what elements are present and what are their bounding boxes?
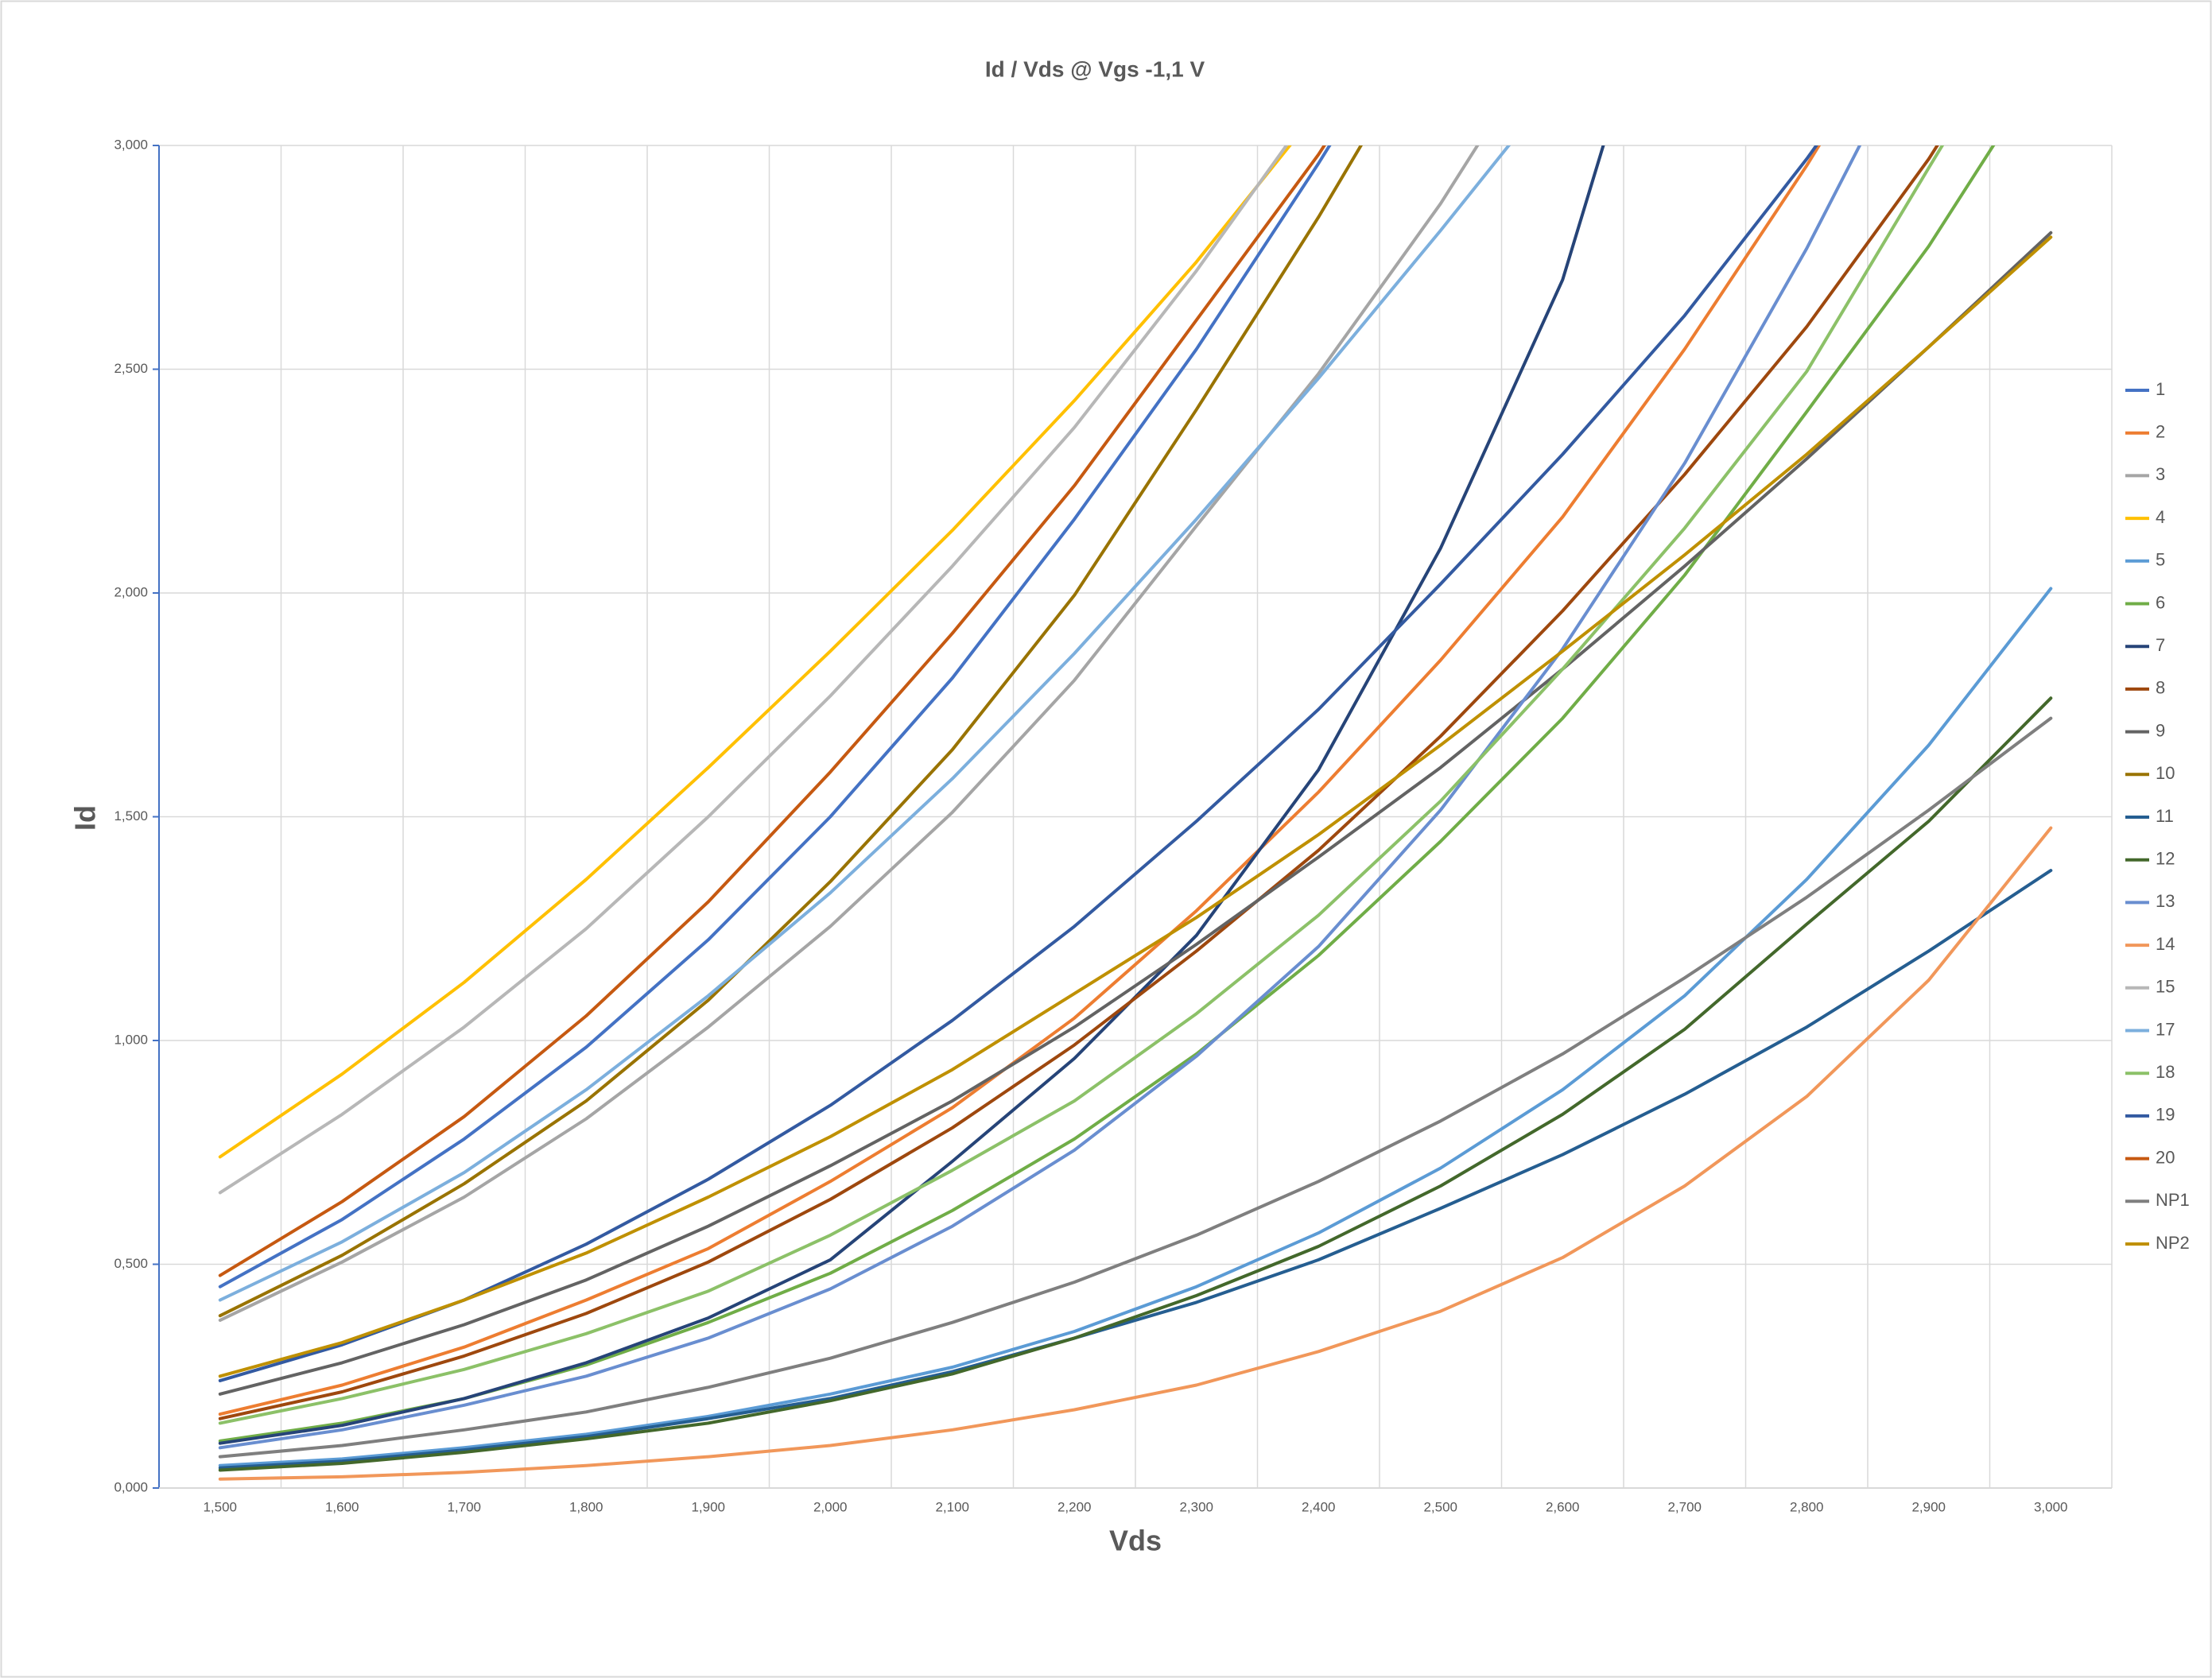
legend-label: 11 [2156, 806, 2174, 826]
series-line [218, 145, 1818, 1382]
legend-label: 8 [2156, 678, 2165, 698]
legend-label: 20 [2156, 1147, 2175, 1167]
series-line [218, 869, 2053, 1470]
grid: 0,000 0,500 1,000 1,500 2,000 2,500 3,000 1,500… [114, 137, 2113, 1514]
x-tick-label: 2,700 [1667, 1499, 1702, 1514]
x-tick-label: 2,400 [1302, 1499, 1336, 1514]
x-tick-label: 2,500 [1423, 1499, 1457, 1514]
series-line [218, 145, 1292, 1159]
y-axis-title: Id [69, 805, 102, 831]
series-line [218, 145, 1289, 1195]
x-tick-label: 2,300 [1179, 1499, 1213, 1514]
x-tick-label: 2,000 [813, 1499, 848, 1514]
series-line [218, 145, 1332, 1289]
chart-title: Id / Vds @ Vgs -1,1 V [985, 56, 1205, 81]
y-tick-label: 2,500 [114, 361, 148, 376]
series-line [218, 145, 1480, 1322]
legend-label: 10 [2156, 763, 2175, 783]
legend-label: 1 [2156, 379, 2165, 399]
series-line [218, 145, 1862, 1450]
series-line [218, 231, 2053, 1396]
series-line [218, 145, 1822, 1416]
series-line [218, 696, 2053, 1472]
legend-label: 3 [2156, 464, 2165, 484]
legend-label: 14 [2156, 934, 2175, 954]
series-line [218, 145, 1945, 1425]
x-tick-label: 2,800 [1790, 1499, 1824, 1514]
legend-label: 6 [2156, 592, 2165, 612]
x-tick-label: 1,600 [325, 1499, 359, 1514]
series-line [218, 145, 1939, 1420]
series-line [218, 145, 1364, 1318]
x-tick-label: 1,800 [569, 1499, 603, 1514]
legend-label: NP1 [2156, 1190, 2190, 1210]
legend-label: 17 [2156, 1019, 2175, 1039]
series-line [218, 145, 1512, 1302]
series-line [218, 145, 1327, 1277]
series-line [218, 145, 1605, 1445]
legend-label: 9 [2156, 720, 2165, 740]
y-tick-label: 3,000 [114, 137, 148, 152]
y-tick-label: 0,500 [114, 1256, 148, 1271]
y-tick-label: 1,000 [114, 1032, 148, 1047]
legend-label: 4 [2156, 507, 2165, 527]
legend-label: 18 [2156, 1062, 2175, 1082]
x-tick-label: 1,700 [447, 1499, 481, 1514]
series-line [218, 826, 2053, 1481]
x-tick-label: 1,500 [203, 1499, 237, 1514]
x-axis-title: Vds [1109, 1525, 1162, 1557]
legend-label: 13 [2156, 891, 2175, 911]
legend-label: 5 [2156, 550, 2165, 570]
legend-label: 15 [2156, 977, 2175, 997]
x-tick-label: 2,100 [935, 1499, 969, 1514]
legend-label: 12 [2156, 849, 2175, 869]
x-tick-label: 2,600 [1546, 1499, 1580, 1514]
x-tick-label: 1,900 [691, 1499, 725, 1514]
series-line [218, 235, 2053, 1378]
y-tick-label: 2,000 [114, 584, 148, 599]
series-line [218, 716, 2053, 1459]
x-tick-label: 2,200 [1057, 1499, 1092, 1514]
legend-label: 19 [2156, 1105, 2175, 1125]
x-tick-label: 3,000 [2034, 1499, 2068, 1514]
x-tick-label: 2,900 [1911, 1499, 1946, 1514]
legend-label: 7 [2156, 635, 2165, 655]
legend-label: NP2 [2156, 1233, 2190, 1253]
legend-label: 2 [2156, 422, 2165, 442]
y-tick-label: 1,500 [114, 808, 148, 823]
plot-area [218, 145, 2053, 1481]
y-tick-label: 0,000 [114, 1479, 148, 1494]
